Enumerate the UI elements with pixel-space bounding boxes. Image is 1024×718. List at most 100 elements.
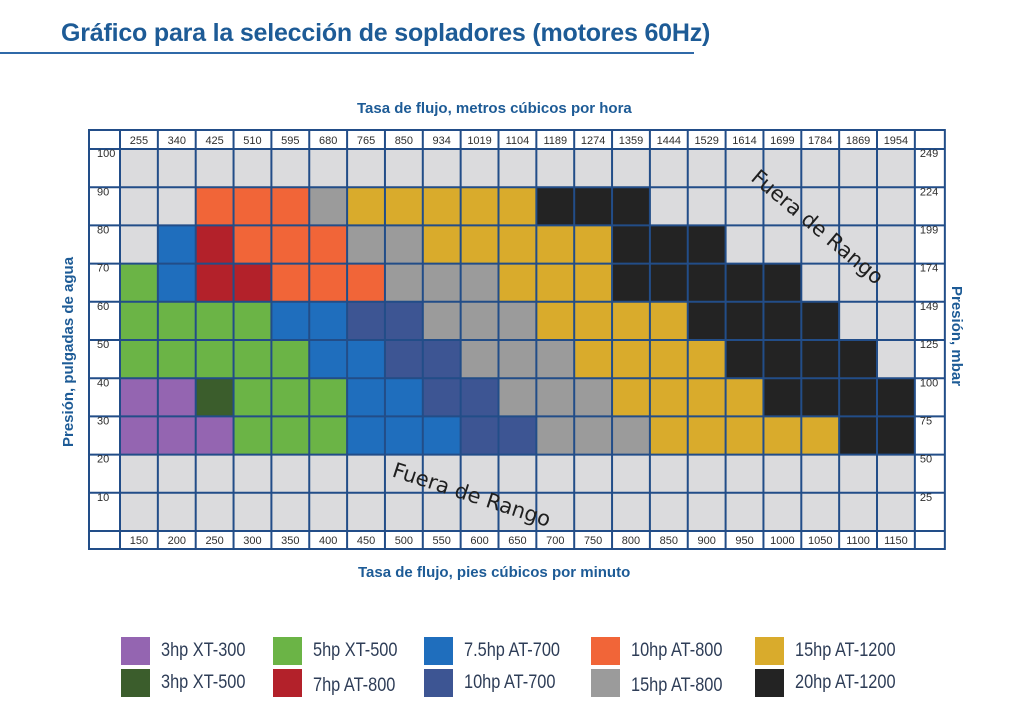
cell-60-1100 [839, 301, 877, 340]
cell-10-600 [460, 492, 499, 531]
cell-90-1100 [839, 187, 877, 226]
cell-20-450 [347, 454, 385, 493]
cell-30-450 [347, 416, 385, 455]
cell-10-850 [649, 492, 688, 531]
cell-50-850 [649, 340, 688, 379]
cell-30-550 [422, 416, 461, 455]
cell-50-300 [233, 340, 272, 379]
cell-60-300 [233, 301, 272, 340]
grid-layer [88, 129, 946, 550]
legend-label: 3hp XT-500 [161, 672, 246, 693]
cell-40-750 [574, 378, 613, 417]
y-right-tick-label: 174 [920, 263, 938, 275]
cell-30-950 [725, 416, 764, 455]
x-top-tick-label: 1614 [732, 135, 756, 147]
y-right-tick-label: 249 [920, 148, 938, 160]
cell-10-700 [536, 492, 575, 531]
cell-50-400 [309, 340, 348, 379]
cell-10-300 [233, 492, 272, 531]
cell-90-300 [233, 187, 272, 226]
cell-60-350 [271, 301, 310, 340]
cell-90-350 [271, 187, 310, 226]
cell-90-850 [649, 187, 688, 226]
x-top-tick-label: 1699 [770, 135, 794, 147]
cell-20-200 [157, 454, 196, 493]
cell-80-700 [536, 225, 575, 264]
cell-30-150 [120, 416, 158, 455]
cell-20-350 [271, 454, 310, 493]
cell-20-950 [725, 454, 764, 493]
cell-20-250 [195, 454, 234, 493]
y-right-tick-label: 50 [920, 454, 932, 466]
legend-label: 20hp AT-1200 [795, 672, 896, 693]
cell-40-600 [460, 378, 499, 417]
cell-50-1150 [877, 340, 915, 379]
cell-80-1150 [877, 225, 915, 264]
y-left-tick-label: 100 [97, 148, 115, 160]
y-right-tick-label: 125 [920, 339, 938, 351]
x-top-tick-label: 1954 [884, 135, 908, 147]
cell-90-400 [309, 187, 348, 226]
cell-100-800 [612, 149, 650, 188]
y-left-tick-label: 90 [97, 186, 109, 198]
cell-80-300 [233, 225, 272, 264]
cell-60-150 [120, 301, 158, 340]
cell-40-450 [347, 378, 385, 417]
cell-50-800 [612, 340, 650, 379]
cell-90-600 [460, 187, 499, 226]
cell-10-400 [309, 492, 348, 531]
x-bottom-axis-title: Tasa de flujo, pies cúbicos por minuto [358, 564, 631, 581]
legend-swatch [121, 669, 150, 697]
cell-100-600 [460, 149, 499, 188]
cell-30-250 [195, 416, 234, 455]
cell-70-500 [384, 263, 423, 302]
cell-50-950 [725, 340, 764, 379]
cell-100-750 [574, 149, 613, 188]
cell-30-1000 [763, 416, 802, 455]
cell-90-650 [498, 187, 537, 226]
y-right-tick-label: 224 [920, 186, 938, 198]
x-top-tick-label: 1019 [467, 135, 491, 147]
legend-label: 15hp AT-800 [631, 675, 723, 696]
x-bottom-tick-label: 950 [735, 535, 753, 547]
cell-80-150 [120, 225, 158, 264]
cell-80-650 [498, 225, 537, 264]
x-bottom-tick-label: 500 [395, 535, 413, 547]
cell-100-700 [536, 149, 575, 188]
cell-50-1000 [763, 340, 802, 379]
cell-60-800 [612, 301, 650, 340]
cell-40-400 [309, 378, 348, 417]
cell-50-900 [687, 340, 726, 379]
x-top-tick-label: 1189 [543, 135, 567, 147]
cell-50-150 [120, 340, 158, 379]
cell-20-750 [574, 454, 613, 493]
cell-70-1100 [839, 263, 877, 302]
cell-60-850 [649, 301, 688, 340]
cell-70-950 [725, 263, 764, 302]
legend-swatch [591, 669, 620, 697]
cell-30-800 [612, 416, 650, 455]
cell-50-1100 [839, 340, 877, 379]
cell-20-550 [422, 454, 461, 493]
cell-100-400 [309, 149, 348, 188]
cell-100-300 [233, 149, 272, 188]
cell-20-150 [120, 454, 158, 493]
cell-40-850 [649, 378, 688, 417]
page-title: Gráfico para la selección de sopladores … [61, 19, 711, 47]
cell-80-500 [384, 225, 423, 264]
legend-label: 7.5hp AT-700 [464, 640, 560, 661]
legend-label: 15hp AT-1200 [795, 640, 896, 661]
cell-20-500 [384, 454, 423, 493]
cell-40-1100 [839, 378, 877, 417]
cell-70-350 [271, 263, 310, 302]
cell-10-950 [725, 492, 764, 531]
cell-80-200 [157, 225, 196, 264]
cell-40-650 [498, 378, 537, 417]
cell-10-1050 [801, 492, 840, 531]
y-left-tick-label: 20 [97, 454, 109, 466]
cell-90-700 [536, 187, 575, 226]
cell-100-850 [649, 149, 688, 188]
cell-10-1000 [763, 492, 802, 531]
cell-80-800 [612, 225, 650, 264]
cell-100-250 [195, 149, 234, 188]
